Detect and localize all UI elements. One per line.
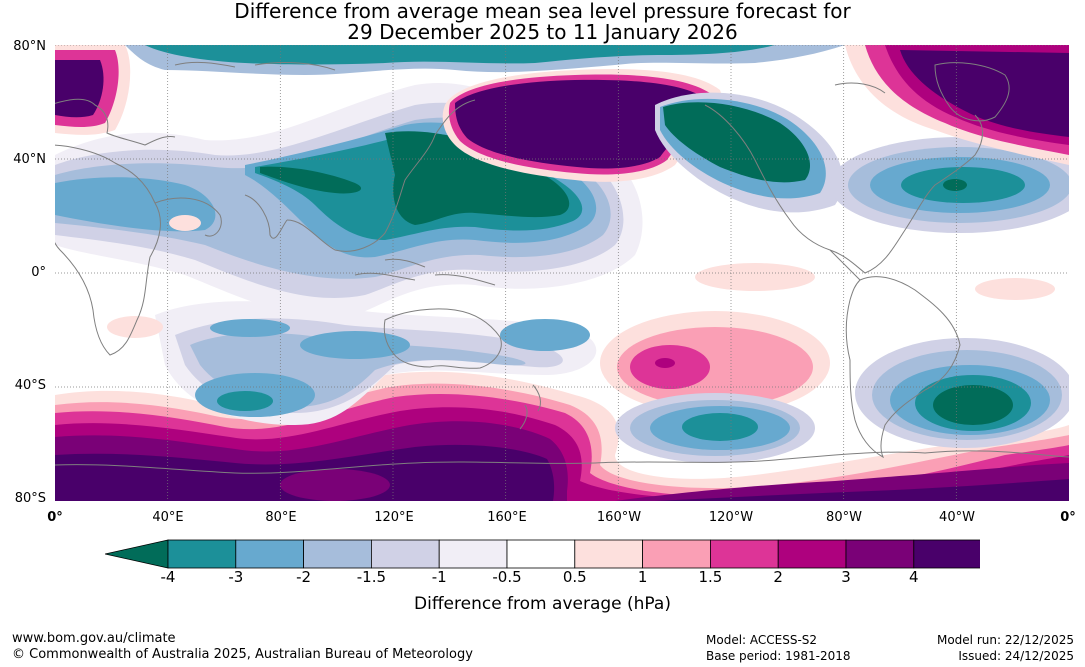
coastlines <box>55 61 1069 474</box>
colorbar-tick-label: 1 <box>637 568 648 586</box>
colorbar-swatch <box>710 539 779 569</box>
lon-label-120w: 120°W <box>708 510 754 525</box>
colorbar-tick-label: -2 <box>296 568 312 586</box>
map-title-line-1: Difference from average mean sea level p… <box>234 0 851 23</box>
colorbar-swatch <box>235 539 305 569</box>
colorbar-tick-label: -1.5 <box>356 568 387 586</box>
south-atlantic-negative-anomaly <box>855 338 1069 448</box>
colorbar-under-arrow <box>105 539 169 569</box>
arabia-positive-anomaly <box>169 215 201 231</box>
colorbar-tick-label: -1 <box>431 568 447 586</box>
lat-label-0: 0° <box>31 265 46 280</box>
colorbar-swatch <box>438 539 508 569</box>
footer-issued: Issued: 24/12/2025 <box>958 649 1074 663</box>
colorbar-swatch <box>574 539 643 569</box>
colorbar-tick-label: -3 <box>228 568 244 586</box>
footer-model-run: Model run: 22/12/2025 <box>936 633 1074 647</box>
arctic-negative-anomaly <box>125 45 845 75</box>
colorbar-swatch <box>777 539 847 569</box>
colorbar-tick-label: 4 <box>909 568 919 586</box>
lon-label-120e: 120°E <box>374 510 414 525</box>
colorbar-swatch <box>167 539 237 569</box>
footer-base-period: Base period: 1981-2018 <box>706 649 851 663</box>
colorbar-tick-label: -0.5 <box>492 568 522 586</box>
lon-label-40w: 40°W <box>939 510 975 525</box>
lon-label-160e: 160°E <box>487 510 527 525</box>
map-title-line-2: 29 December 2025 to 11 January 2026 <box>347 20 738 44</box>
europe-positive-anomaly <box>55 45 131 135</box>
north-pacific-positive-anomaly <box>442 69 722 182</box>
lon-label-40e: 40°E <box>152 510 184 525</box>
colorbar-swatch <box>913 539 980 569</box>
colorbar-tick-label: 0.5 <box>562 568 587 586</box>
east-pacific-positive-anomaly <box>695 263 815 291</box>
lat-label-40n: 40°N <box>13 152 46 167</box>
lon-label-80w: 80°W <box>826 510 862 525</box>
lat-label-40s: 40°S <box>14 378 46 393</box>
lon-label-80e: 80°E <box>265 510 297 525</box>
southern-africa-positive-anomaly <box>107 316 163 338</box>
colorbar-tick-label: -4 <box>160 568 176 586</box>
colorbar-swatch <box>506 539 576 569</box>
colorbar <box>105 539 980 569</box>
north-america-negative-anomaly <box>655 92 843 213</box>
lon-label-0-left: 0° <box>47 510 63 525</box>
pressure-anomaly-map <box>55 45 1069 501</box>
colorbar-tick-label: 3 <box>841 568 851 586</box>
footer-copyright: © Commonwealth of Australia 2025, Austra… <box>12 647 473 662</box>
indian-ocean-negative-anomaly <box>155 301 597 425</box>
south-pacific-negative-anomaly <box>615 393 815 463</box>
lon-label-160w: 160°W <box>596 510 642 525</box>
lat-label-80n: 80°N <box>13 39 46 54</box>
footer-website: www.bom.gov.au/climate <box>12 631 176 646</box>
north-atlantic-positive-anomaly <box>845 45 1069 165</box>
colorbar-swatch <box>845 539 915 569</box>
colorbar-title: Difference from average (hPa) <box>414 594 671 614</box>
central-atlantic-positive-anomaly <box>975 278 1055 300</box>
colorbar-swatch <box>370 539 440 569</box>
colorbar-swatch <box>303 539 372 569</box>
southern-ocean-positive-anomaly <box>55 371 1069 501</box>
graticule <box>55 45 1069 501</box>
north-atlantic-negative-anomaly <box>830 137 1069 233</box>
footer-model: Model: ACCESS-S2 <box>706 633 818 647</box>
colorbar-tick-label: 2 <box>773 568 783 586</box>
colorbar-tick-label: 1.5 <box>698 568 723 586</box>
lon-label-0-right: 0° <box>1060 510 1076 525</box>
lat-label-80s: 80°S <box>14 491 46 506</box>
colorbar-swatch <box>642 539 711 569</box>
